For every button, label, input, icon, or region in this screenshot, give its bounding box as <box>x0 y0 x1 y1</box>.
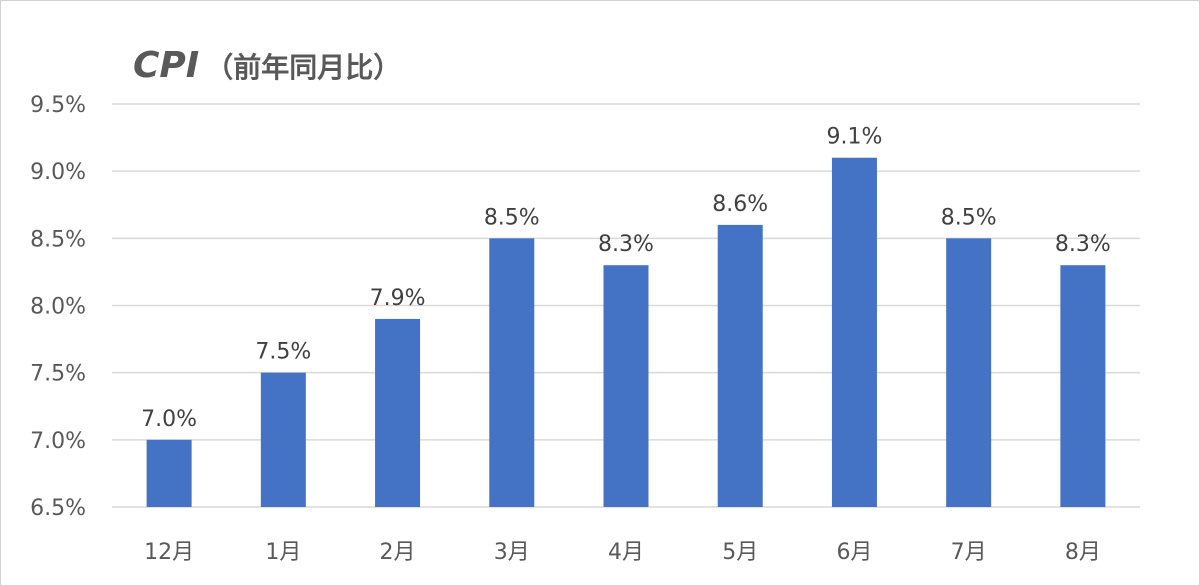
bar <box>260 372 306 507</box>
x-tick-label: 4月 <box>608 540 644 565</box>
chart-subtitle: （前年同月比） <box>205 51 402 84</box>
x-tick-label: 1月 <box>265 540 301 565</box>
data-label: 7.5% <box>255 340 311 365</box>
bar <box>717 224 763 507</box>
y-tick-label: 8.5% <box>30 227 86 252</box>
chart-title: CPI （前年同月比） <box>133 45 401 86</box>
x-tick-label: 6月 <box>836 540 872 565</box>
data-label: 7.9% <box>370 286 426 311</box>
data-label: 7.0% <box>141 407 197 432</box>
chart-title-main: CPI <box>133 45 200 86</box>
bar <box>831 157 877 507</box>
data-label: 8.6% <box>712 192 768 217</box>
x-tick-label: 2月 <box>380 540 416 565</box>
bar <box>1060 265 1106 507</box>
bar <box>489 238 535 508</box>
data-label: 8.3% <box>598 232 654 257</box>
y-tick-label: 7.5% <box>30 362 86 387</box>
x-tick-label: 3月 <box>494 540 530 565</box>
x-tick-label: 8月 <box>1065 540 1101 565</box>
y-axis-ticks: 6.5% 7.0% 7.5% 8.0% 8.5% 9.0% 9.5% <box>30 93 86 521</box>
x-tick-label: 5月 <box>722 540 758 565</box>
y-tick-label: 7.0% <box>30 429 86 454</box>
bars <box>146 157 1106 508</box>
bar <box>603 265 649 507</box>
data-label: 8.3% <box>1055 232 1111 257</box>
bar <box>946 238 992 508</box>
y-tick-label: 9.0% <box>30 160 86 185</box>
x-axis-ticks: 12月 1月 2月 3月 4月 5月 6月 7月 8月 <box>144 540 1101 565</box>
data-label: 8.5% <box>484 205 540 230</box>
y-tick-label: 8.0% <box>30 295 86 320</box>
data-label: 8.5% <box>941 205 997 230</box>
bar <box>375 318 421 507</box>
bar <box>146 439 192 507</box>
data-label: 9.1% <box>826 125 882 150</box>
y-tick-label: 6.5% <box>30 496 86 521</box>
y-tick-label: 9.5% <box>30 93 86 118</box>
data-labels: 7.0% 7.5% 7.9% 8.5% 8.3% 8.6% 9.1% 8.5% 8.3% <box>141 125 1111 432</box>
x-tick-label: 12月 <box>144 540 194 565</box>
x-tick-label: 7月 <box>951 540 987 565</box>
